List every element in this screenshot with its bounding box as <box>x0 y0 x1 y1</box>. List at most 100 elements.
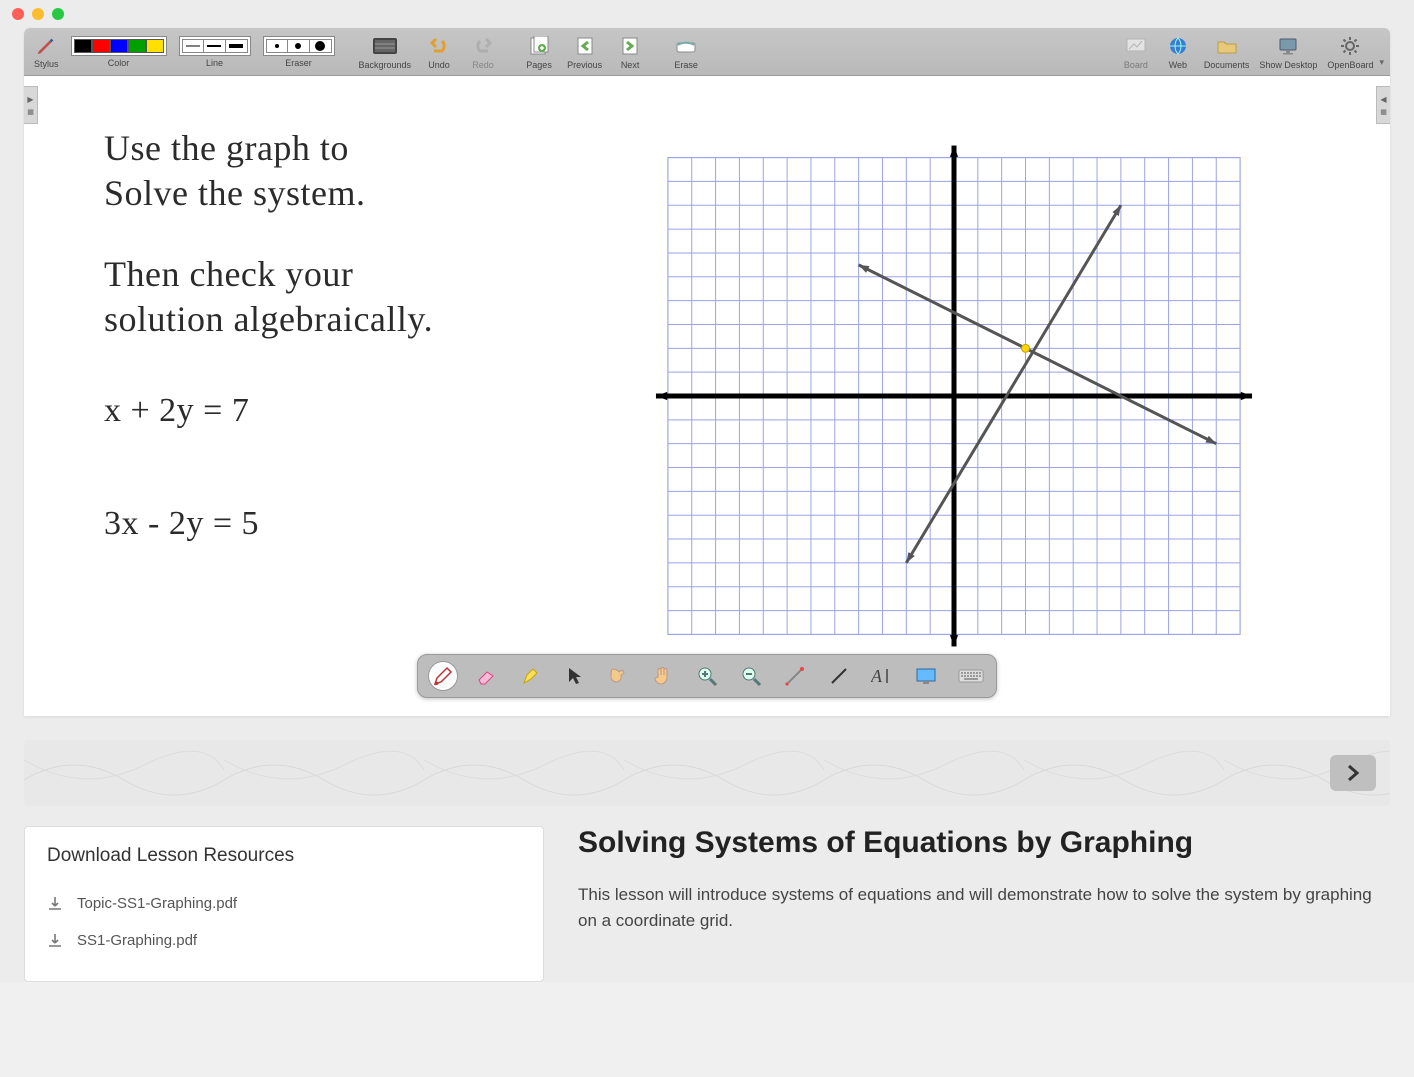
dock-zoom-in-tool[interactable] <box>692 661 722 691</box>
show-desktop-button[interactable]: Show Desktop <box>1255 34 1321 70</box>
coordinate-graph <box>654 126 1330 696</box>
backgrounds-label: Backgrounds <box>359 60 412 70</box>
equation-1: x + 2y = 7 <box>104 390 624 433</box>
show-desktop-label: Show Desktop <box>1259 60 1317 70</box>
lesson-body: This lesson will introduce systems of eq… <box>578 882 1390 935</box>
dock-zoom-out-tool[interactable] <box>736 661 766 691</box>
eraser-size-option[interactable] <box>266 39 288 53</box>
eraser-size-option[interactable] <box>310 39 332 53</box>
previous-label: Previous <box>567 60 602 70</box>
board-mode-button[interactable]: Board <box>1116 34 1156 70</box>
pages-label: Pages <box>526 60 552 70</box>
resources-panel: Download Lesson Resources Topic-SS1-Grap… <box>24 826 544 982</box>
lesson-description: Solving Systems of Equations by Graphing… <box>578 826 1390 982</box>
web-icon <box>1162 34 1194 58</box>
next-label: Next <box>621 60 640 70</box>
window-close-button[interactable] <box>12 8 24 20</box>
color-swatch[interactable] <box>128 39 146 53</box>
color-swatch[interactable] <box>74 39 92 53</box>
stylus-label: Stylus <box>34 59 59 69</box>
eraser-label: Eraser <box>285 58 312 68</box>
redo-icon <box>467 34 499 58</box>
documents-button[interactable]: Documents <box>1200 34 1254 70</box>
openboard-dropdown-arrow[interactable]: ▾ <box>1379 57 1384 70</box>
problem-line4: solution algebraically. <box>104 297 624 342</box>
line-width-option[interactable] <box>204 39 226 53</box>
dock-pointer-tool[interactable] <box>560 661 590 691</box>
color-swatch[interactable] <box>146 39 164 53</box>
stylus-tool[interactable]: Stylus <box>30 35 63 69</box>
redo-button[interactable]: Redo <box>463 34 503 70</box>
color-swatch[interactable] <box>92 39 110 53</box>
dock-pen-tool[interactable] <box>428 661 458 691</box>
dock-keyboard-tool[interactable] <box>956 661 986 691</box>
previous-icon <box>569 34 601 58</box>
resource-filename: SS1-Graphing.pdf <box>77 932 197 949</box>
board-label: Board <box>1124 60 1148 70</box>
graph-svg <box>654 126 1254 666</box>
next-icon <box>614 34 646 58</box>
line-label: Line <box>206 58 223 68</box>
problem-line3: Then check your <box>104 252 624 297</box>
resource-filename: Topic-SS1-Graphing.pdf <box>77 895 237 912</box>
dock-highlighter-tool[interactable] <box>516 661 546 691</box>
download-icon <box>47 896 63 912</box>
dock-laser-tool[interactable] <box>780 661 810 691</box>
tool-dock: A <box>417 654 997 698</box>
line-width-picker[interactable]: Line <box>175 36 255 68</box>
problem-line1: Use the graph to <box>104 126 624 171</box>
dock-eraser-tool[interactable] <box>472 661 502 691</box>
web-mode-button[interactable]: Web <box>1158 34 1198 70</box>
top-toolbar: Stylus Color Line Eraser Backgrounds <box>24 28 1390 76</box>
download-icon <box>47 933 63 949</box>
erase-button[interactable]: Erase <box>666 34 706 70</box>
color-label: Color <box>108 58 130 68</box>
line-swatches[interactable] <box>179 36 251 56</box>
documents-icon <box>1211 34 1243 58</box>
openboard-label: OpenBoard <box>1327 60 1373 70</box>
whiteboard-canvas[interactable]: ▶▦ ◀▦ Use the graph to Solve the system.… <box>24 76 1390 716</box>
dock-hand-tool[interactable] <box>648 661 678 691</box>
equation-2: 3x - 2y = 5 <box>104 503 624 546</box>
pages-icon <box>523 34 555 58</box>
color-swatch[interactable] <box>110 39 128 53</box>
stylus-icon <box>35 35 57 57</box>
backgrounds-icon <box>369 34 401 58</box>
erase-label: Erase <box>674 60 698 70</box>
board-icon <box>1120 34 1152 58</box>
dock-text-tool[interactable]: A <box>868 661 898 691</box>
problem-text: Use the graph to Solve the system. Then … <box>104 126 624 696</box>
next-slide-button[interactable] <box>1330 755 1376 791</box>
erase-icon <box>670 34 702 58</box>
backgrounds-button[interactable]: Backgrounds <box>355 34 416 70</box>
lesson-title: Solving Systems of Equations by Graphing <box>578 826 1390 860</box>
line-width-option[interactable] <box>182 39 204 53</box>
redo-label: Redo <box>472 60 494 70</box>
undo-button[interactable]: Undo <box>419 34 459 70</box>
next-page-button[interactable]: Next <box>610 34 650 70</box>
openboard-menu-button[interactable]: OpenBoard <box>1323 34 1377 70</box>
gear-icon <box>1334 34 1366 58</box>
dock-line-tool[interactable] <box>824 661 854 691</box>
documents-label: Documents <box>1204 60 1250 70</box>
eraser-size-picker[interactable]: Eraser <box>259 36 339 68</box>
previous-page-button[interactable]: Previous <box>563 34 606 70</box>
color-swatches[interactable] <box>71 36 167 56</box>
problem-line2: Solve the system. <box>104 171 624 216</box>
dock-select-tool[interactable] <box>604 661 634 691</box>
window-minimize-button[interactable] <box>32 8 44 20</box>
eraser-swatches[interactable] <box>263 36 335 56</box>
resource-download-item[interactable]: Topic-SS1-Graphing.pdf <box>47 885 521 922</box>
dock-capture-tool[interactable] <box>912 661 942 691</box>
undo-label: Undo <box>428 60 450 70</box>
color-picker[interactable]: Color <box>67 36 171 68</box>
resources-title: Download Lesson Resources <box>47 845 521 867</box>
window-zoom-button[interactable] <box>52 8 64 20</box>
svg-text:A: A <box>871 666 883 686</box>
resource-download-item[interactable]: SS1-Graphing.pdf <box>47 922 521 959</box>
chevron-right-icon <box>1344 764 1362 782</box>
window-titlebar <box>0 0 1414 28</box>
line-width-option[interactable] <box>226 39 248 53</box>
eraser-size-option[interactable] <box>288 39 310 53</box>
pages-button[interactable]: Pages <box>519 34 559 70</box>
